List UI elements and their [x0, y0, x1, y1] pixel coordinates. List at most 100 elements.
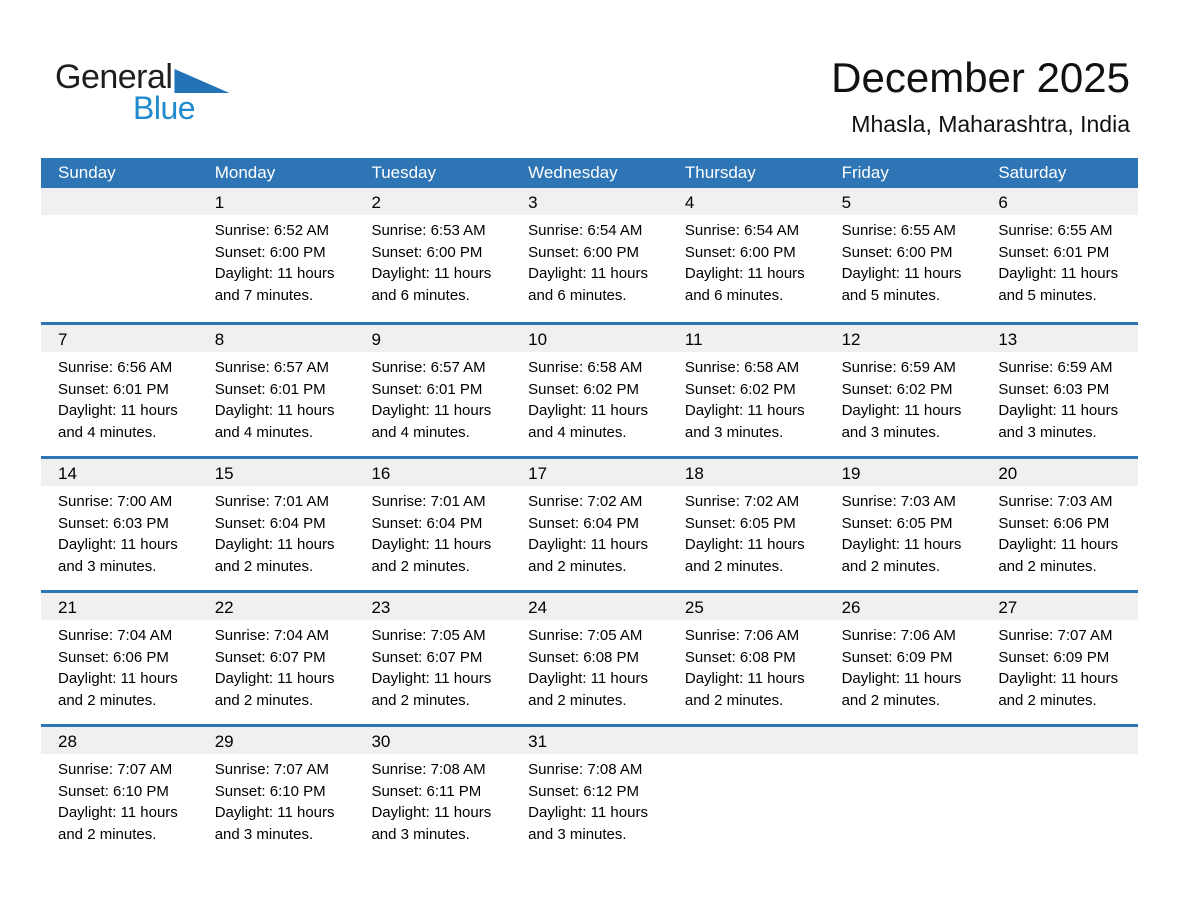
daylight-text-line1: Daylight: 11 hours — [214, 265, 335, 282]
logo-text-general: General — [55, 58, 173, 96]
day-cell: Sunrise: 7:07 AM Sunset: 6:09 PM Daylight:… — [981, 620, 1138, 711]
daylight-text-line1: Daylight: 11 hours — [528, 265, 648, 282]
sunrise-text: Sunrise: 7:07 AM — [58, 761, 173, 778]
sunset-text: Sunset: 6:00 PM — [371, 243, 483, 261]
sunrise-text: Sunrise: 7:01 AM — [214, 493, 329, 510]
day-cell: Sunrise: 7:07 AM Sunset: 6:10 PM Daylight:… — [198, 754, 355, 845]
day-number: 20 — [998, 464, 1018, 483]
sunset-text: Sunset: 6:04 PM — [371, 514, 483, 532]
day-number-empty — [41, 188, 198, 215]
daylight-text-line1: Daylight: 11 hours — [684, 402, 805, 419]
daylight-text-line1: Daylight: 11 hours — [371, 536, 492, 553]
sunrise-text: Sunrise: 7:02 AM — [528, 493, 643, 510]
day-cell: Sunrise: 7:03 AM Sunset: 6:06 PM Daylight:… — [981, 486, 1138, 577]
day-cell: Sunrise: 7:06 AM Sunset: 6:09 PM Daylight:… — [825, 620, 982, 711]
sunset-text: Sunset: 6:08 PM — [684, 648, 796, 666]
daylight-text-line1: Daylight: 11 hours — [214, 670, 335, 687]
daylight-text-line1: Daylight: 11 hours — [214, 402, 335, 419]
week-row: 14 15 16 17 18 19 20 Sunrise: 7:00 AM Sunset: 6:… — [41, 456, 1138, 590]
daylight-text-line1: Daylight: 11 hours — [841, 670, 962, 687]
daylight-text-line2: and 2 minutes. — [998, 691, 1097, 709]
sunset-text: Sunset: 6:00 PM — [841, 243, 953, 261]
sunset-text: Sunset: 6:07 PM — [214, 648, 326, 666]
day-cell: Sunrise: 6:54 AM Sunset: 6:00 PM Daylight:… — [668, 215, 825, 306]
day-cell: Sunrise: 7:02 AM Sunset: 6:04 PM Daylight:… — [511, 486, 668, 577]
daylight-text-line1: Daylight: 11 hours — [998, 265, 1119, 282]
day-content-row: Sunrise: 7:04 AM Sunset: 6:06 PM Daylight:… — [41, 620, 1138, 711]
sunset-text: Sunset: 6:02 PM — [528, 380, 640, 398]
day-cell: Sunrise: 7:04 AM Sunset: 6:06 PM Daylight:… — [41, 620, 198, 711]
day-cell-empty — [825, 754, 982, 845]
daylight-text-line2: and 2 minutes. — [841, 691, 940, 709]
daylight-text-line1: Daylight: 11 hours — [371, 670, 492, 687]
sunrise-text: Sunrise: 7:07 AM — [998, 627, 1113, 644]
daylight-text-line1: Daylight: 11 hours — [58, 670, 178, 687]
daylight-text-line2: and 4 minutes. — [214, 423, 314, 441]
daylight-text-line1: Daylight: 11 hours — [841, 402, 962, 419]
day-cell: Sunrise: 7:03 AM Sunset: 6:05 PM Daylight:… — [825, 486, 982, 577]
day-number: 11 — [684, 330, 703, 349]
sunrise-text: Sunrise: 7:00 AM — [58, 493, 173, 510]
daylight-text-line2: and 2 minutes. — [58, 691, 157, 709]
sunrise-text: Sunrise: 7:04 AM — [58, 627, 173, 644]
calendar-table: Sunday Monday Tuesday Wednesday Thursday Frid… — [41, 158, 1138, 858]
daylight-text-line1: Daylight: 11 hours — [684, 670, 805, 687]
day-number: 14 — [58, 464, 77, 483]
daylight-text-line2: and 4 minutes. — [58, 423, 157, 441]
day-number-band: 1 2 3 4 5 6 — [41, 188, 1138, 215]
daylight-text-line2: and 2 minutes. — [684, 691, 784, 709]
sunrise-text: Sunrise: 6:57 AM — [371, 359, 486, 376]
day-number: 5 — [841, 193, 852, 212]
week-row: 21 22 23 24 25 26 27 Sunrise: 7:04 AM Sunset: 6:… — [41, 590, 1138, 724]
daylight-text-line2: and 2 minutes. — [58, 825, 157, 843]
sunset-text: Sunset: 6:11 PM — [371, 782, 482, 800]
daylight-text-line2: and 2 minutes. — [214, 557, 314, 575]
day-content-row: Sunrise: 7:00 AM Sunset: 6:03 PM Daylight:… — [41, 486, 1138, 577]
day-cell: Sunrise: 7:00 AM Sunset: 6:03 PM Daylight:… — [41, 486, 198, 577]
general-blue-logo: General Blue — [55, 58, 230, 124]
sunrise-text: Sunrise: 7:01 AM — [371, 493, 486, 510]
sunset-text: Sunset: 6:10 PM — [214, 782, 326, 800]
day-number: 16 — [371, 464, 391, 483]
sunrise-text: Sunrise: 7:07 AM — [214, 761, 329, 778]
daylight-text-line2: and 2 minutes. — [214, 691, 314, 709]
sunset-text: Sunset: 6:02 PM — [841, 380, 953, 398]
weeks-container: 1 2 3 4 5 6 Sunrise: 6:52 AM Sunset: 6:00 PM Day… — [41, 188, 1138, 858]
daylight-text-line2: and 6 minutes. — [528, 286, 627, 304]
week-row: 28 29 30 31 Sunrise: 7:07 AM Sunset: 6:10 PM D… — [41, 724, 1138, 858]
sunset-text: Sunset: 6:03 PM — [58, 514, 169, 532]
day-number: 23 — [371, 598, 391, 617]
daylight-text-line1: Daylight: 11 hours — [528, 670, 648, 687]
daylight-text-line2: and 2 minutes. — [684, 557, 784, 575]
sunrise-text: Sunrise: 6:58 AM — [528, 359, 643, 376]
day-cell: Sunrise: 6:55 AM Sunset: 6:01 PM Daylight:… — [981, 215, 1138, 306]
day-cell: Sunrise: 6:54 AM Sunset: 6:00 PM Daylight:… — [511, 215, 668, 306]
day-cell: Sunrise: 6:58 AM Sunset: 6:02 PM Daylight:… — [511, 352, 668, 443]
sunset-text: Sunset: 6:06 PM — [58, 648, 169, 666]
daylight-text-line2: and 5 minutes. — [998, 286, 1097, 304]
daylight-text-line2: and 2 minutes. — [371, 691, 470, 709]
day-number: 7 — [58, 330, 68, 349]
daylight-text-line2: and 2 minutes. — [998, 557, 1097, 575]
day-number: 12 — [841, 330, 861, 349]
sunrise-text: Sunrise: 7:04 AM — [214, 627, 329, 644]
sunset-text: Sunset: 6:07 PM — [371, 648, 483, 666]
day-number-empty — [668, 727, 825, 754]
day-cell: Sunrise: 6:56 AM Sunset: 6:01 PM Daylight:… — [41, 352, 198, 443]
daylight-text-line1: Daylight: 11 hours — [58, 402, 178, 419]
daylight-text-line1: Daylight: 11 hours — [998, 536, 1119, 553]
sunset-text: Sunset: 6:04 PM — [528, 514, 640, 532]
daylight-text-line1: Daylight: 11 hours — [684, 265, 805, 282]
day-number-empty — [981, 727, 1138, 754]
day-number-empty — [825, 727, 982, 754]
weekday-header-tuesday: Tuesday — [371, 163, 437, 182]
sunrise-text: Sunrise: 7:08 AM — [528, 761, 643, 778]
day-number-band: 21 22 23 24 25 26 27 — [41, 593, 1138, 620]
sunrise-text: Sunrise: 6:54 AM — [528, 222, 643, 239]
sunset-text: Sunset: 6:00 PM — [528, 243, 640, 261]
sunrise-text: Sunrise: 6:57 AM — [214, 359, 329, 376]
day-cell: Sunrise: 7:07 AM Sunset: 6:10 PM Daylight:… — [41, 754, 198, 845]
daylight-text-line1: Daylight: 11 hours — [371, 402, 492, 419]
day-cell-empty — [981, 754, 1138, 845]
